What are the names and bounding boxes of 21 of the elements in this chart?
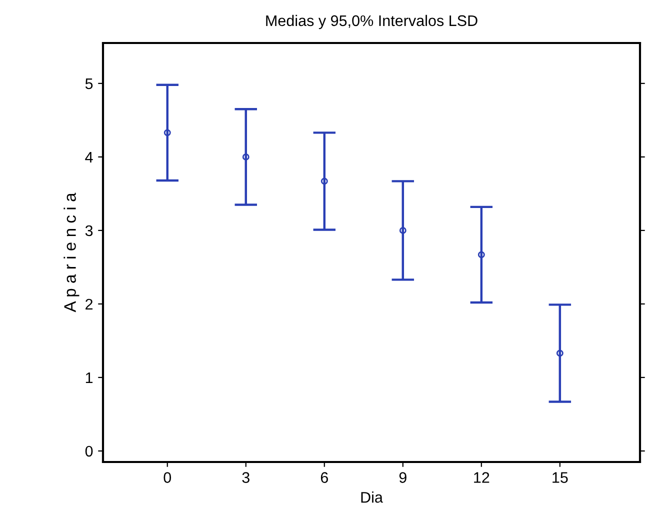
point: [478, 251, 485, 258]
x-tick-label: 0: [164, 472, 172, 483]
point: [242, 153, 250, 160]
y-tick-label: 3: [85, 225, 93, 236]
point: [320, 178, 328, 185]
y-axis-title: A p a r i e n c i a: [64, 192, 80, 312]
x-axis-title: Dia: [361, 492, 383, 503]
y-tick-label: 1: [86, 372, 93, 383]
y-tick-label: 0: [85, 446, 93, 457]
x-tick-label: 6: [320, 472, 328, 483]
point: [164, 129, 171, 136]
x-tick-label: 15: [552, 472, 568, 483]
x-tick-label: 12: [474, 472, 490, 483]
point: [399, 226, 406, 234]
y-tick-label: 5: [85, 78, 93, 90]
x-tick-label: 9: [399, 472, 406, 483]
x-tick-label: 3: [242, 472, 250, 483]
point: [556, 350, 564, 357]
chart-title: Medias y 95,0% Intervalos LSD: [266, 14, 478, 30]
y-tick-label: 4: [85, 152, 93, 162]
y-tick-label: 2: [86, 298, 93, 310]
